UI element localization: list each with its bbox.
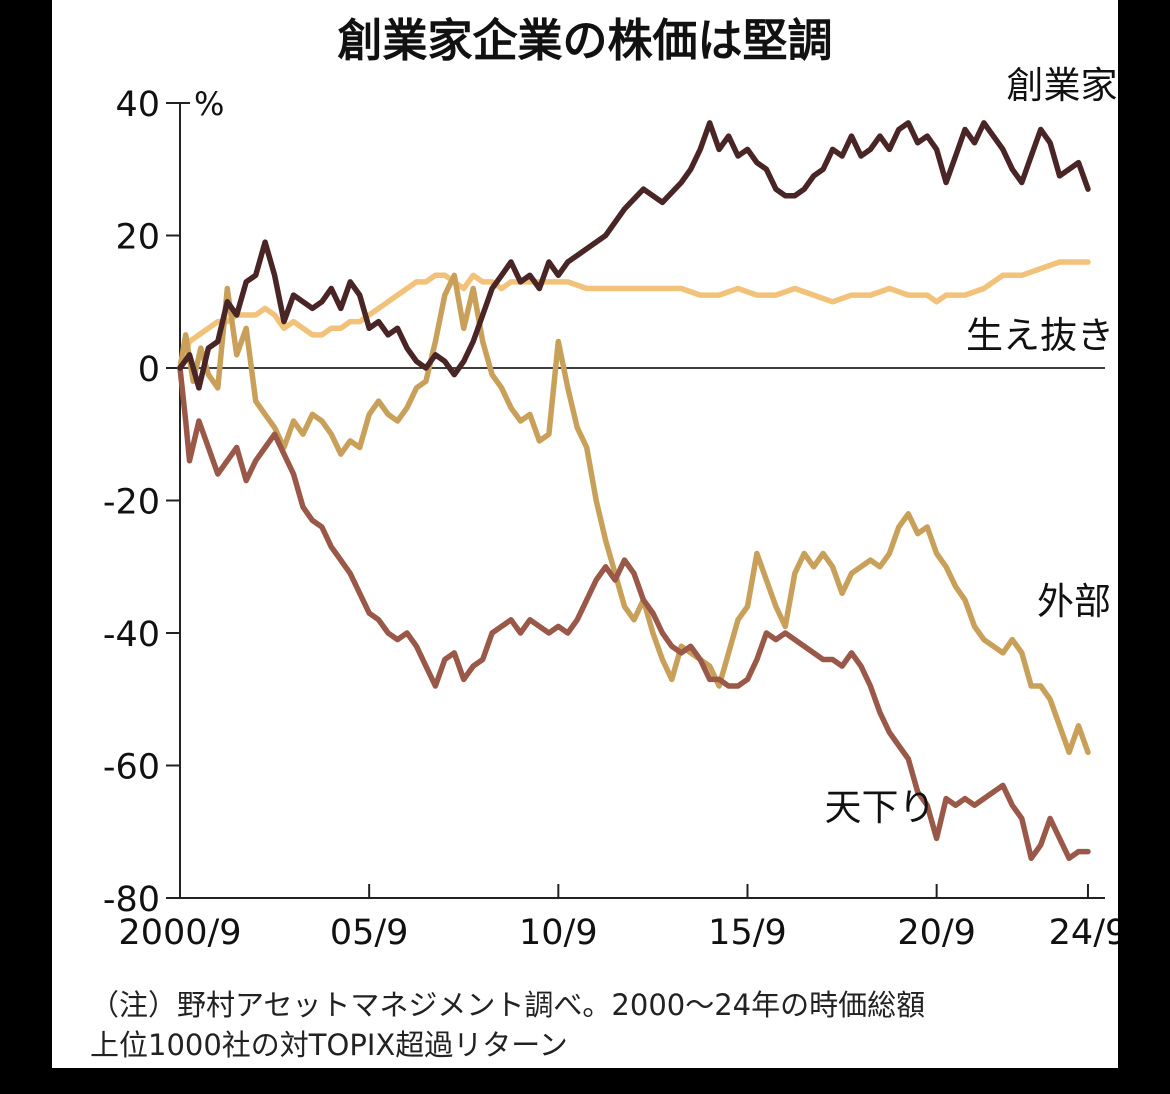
y-tick-label: 0 bbox=[138, 350, 160, 390]
y-axis-unit: % bbox=[194, 85, 224, 123]
x-tick-label: 10/9 bbox=[519, 913, 598, 953]
footnote-line-1: （注）野村アセットマネジメント調べ。2000～24年の時価総額 bbox=[90, 988, 926, 1022]
y-tick-label: -40 bbox=[103, 615, 160, 655]
x-tick-label: 24/9 bbox=[1049, 913, 1118, 953]
series-line-external bbox=[177, 272, 1091, 756]
series-label-external: 外部 bbox=[1037, 580, 1111, 623]
chart-panel: 創業家企業の株価は堅調 40 20 0 -20 -40 -60 -80% 2000/9 05/9… bbox=[52, 0, 1118, 1068]
series-label-founder: 創業家 bbox=[1007, 64, 1118, 107]
line-chart: 創業家企業の株価は堅調 40 20 0 -20 -40 -60 -80% 2000/9 05/9… bbox=[103, 14, 1118, 953]
y-tick-label: -80 bbox=[103, 880, 160, 920]
x-tick-label: 20/9 bbox=[897, 913, 976, 953]
series-label-internal: 生え抜き bbox=[966, 314, 1114, 357]
x-tick-label: 05/9 bbox=[330, 913, 409, 953]
series-line-founder bbox=[177, 120, 1091, 391]
footnote-line-2: 上位1000社の対TOPIX超過リターン bbox=[90, 1028, 568, 1062]
y-tick-label: 40 bbox=[115, 85, 160, 125]
x-tick-label: 15/9 bbox=[708, 913, 787, 953]
y-tick-label: -20 bbox=[103, 483, 160, 523]
series-line-internal bbox=[177, 259, 1091, 371]
x-tick-label: 2000/9 bbox=[118, 913, 241, 953]
series-line-amakudari bbox=[177, 365, 1091, 862]
y-tick-label: -60 bbox=[103, 748, 160, 788]
chart-title: 創業家企業の株価は堅調 bbox=[337, 14, 832, 67]
y-tick-label: 20 bbox=[115, 218, 160, 258]
series-label-amakudari: 天下り bbox=[825, 786, 936, 829]
